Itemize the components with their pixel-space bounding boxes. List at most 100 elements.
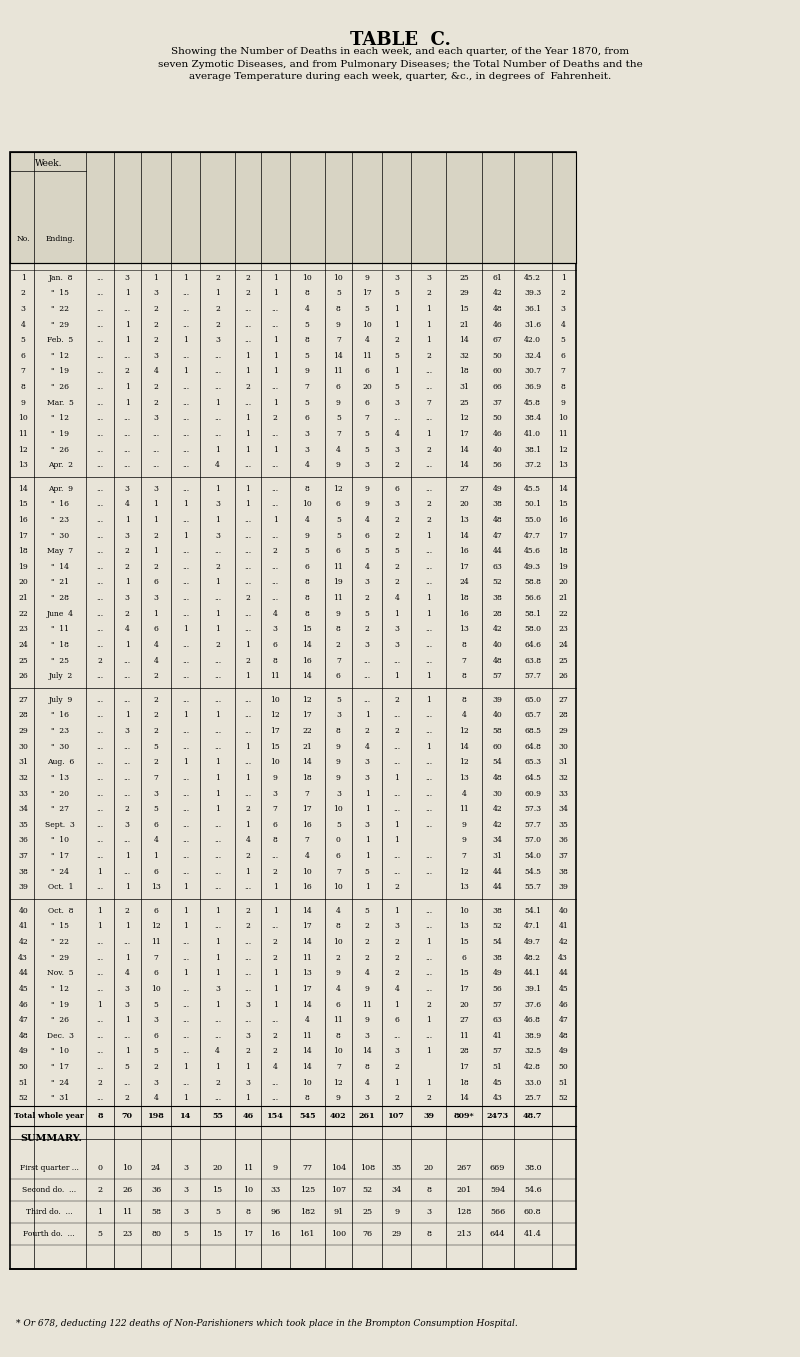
Text: Total whole year: Total whole year <box>14 1113 84 1120</box>
Text: 25: 25 <box>459 274 469 282</box>
Text: Pneumonia.: Pneumonia. <box>393 220 401 262</box>
Text: ...: ... <box>97 821 103 829</box>
Text: 37.6: 37.6 <box>524 1000 542 1008</box>
Text: 1: 1 <box>183 711 188 719</box>
Text: 1: 1 <box>215 578 220 586</box>
Text: 39: 39 <box>423 1113 434 1120</box>
Text: 2: 2 <box>336 954 341 962</box>
Text: 1: 1 <box>246 672 250 680</box>
Text: 38: 38 <box>493 501 502 509</box>
Text: 1: 1 <box>365 836 370 844</box>
Text: 46: 46 <box>242 1113 254 1120</box>
Text: 1: 1 <box>246 368 250 376</box>
Text: 14: 14 <box>459 742 469 750</box>
Text: 39: 39 <box>18 883 28 892</box>
Text: ...: ... <box>245 337 251 345</box>
Text: ...: ... <box>426 1031 432 1039</box>
Text: 1: 1 <box>246 773 250 782</box>
Text: 6: 6 <box>154 626 158 634</box>
Text: 1: 1 <box>183 923 188 931</box>
Text: 1: 1 <box>426 672 431 680</box>
Text: ...: ... <box>124 430 130 438</box>
Text: 14: 14 <box>459 1094 469 1102</box>
Text: 4: 4 <box>394 985 399 993</box>
Text: 1: 1 <box>125 1048 130 1056</box>
Text: 47: 47 <box>493 532 502 540</box>
Text: 10: 10 <box>334 274 343 282</box>
Text: 6: 6 <box>365 368 370 376</box>
Text: 1: 1 <box>183 883 188 892</box>
Text: 3: 3 <box>154 351 158 360</box>
Text: 8: 8 <box>305 578 310 586</box>
Text: 3: 3 <box>365 1094 370 1102</box>
Text: ...: ... <box>124 696 130 704</box>
Text: 2: 2 <box>215 1079 220 1087</box>
Text: ...: ... <box>364 696 370 704</box>
Text: ...: ... <box>124 461 130 470</box>
Text: 2: 2 <box>125 547 130 555</box>
Text: ...: ... <box>182 445 189 453</box>
Text: 4: 4 <box>154 1094 158 1102</box>
Text: 1: 1 <box>215 289 220 297</box>
Text: 2: 2 <box>154 727 158 735</box>
Text: ...: ... <box>272 501 278 509</box>
Text: 3: 3 <box>365 773 370 782</box>
Text: 27: 27 <box>459 1016 469 1025</box>
Text: 1: 1 <box>125 337 130 345</box>
Text: ...: ... <box>426 852 432 860</box>
Text: 7: 7 <box>365 414 370 422</box>
Text: 65.0: 65.0 <box>524 696 542 704</box>
Text: 7: 7 <box>336 337 341 345</box>
Text: 3: 3 <box>215 337 220 345</box>
Text: 10: 10 <box>302 867 312 875</box>
Text: 4: 4 <box>365 742 370 750</box>
Text: 9: 9 <box>21 399 26 407</box>
Text: "  16: " 16 <box>51 501 70 509</box>
Text: ...: ... <box>394 867 400 875</box>
Text: 44: 44 <box>18 969 28 977</box>
Text: 60.9: 60.9 <box>524 790 542 798</box>
Text: 3: 3 <box>154 790 158 798</box>
Text: ...: ... <box>272 923 278 931</box>
Text: 3: 3 <box>394 1048 399 1056</box>
Text: 54: 54 <box>493 759 502 767</box>
Text: 1: 1 <box>98 1208 102 1216</box>
Text: 67: 67 <box>493 337 502 345</box>
Text: 2: 2 <box>154 320 158 328</box>
Text: 52: 52 <box>18 1094 28 1102</box>
Text: 5: 5 <box>125 1063 130 1071</box>
Text: 76: 76 <box>362 1229 372 1238</box>
Text: 3: 3 <box>154 1079 158 1087</box>
Text: * Or 678, deducting 122 deaths of Non-Parishioners which took place in the Bromp: * Or 678, deducting 122 deaths of Non-Pa… <box>16 1319 518 1327</box>
Text: 91: 91 <box>334 1208 343 1216</box>
Text: ...: ... <box>426 790 432 798</box>
Text: 45: 45 <box>493 1079 502 1087</box>
Text: 28: 28 <box>558 711 568 719</box>
Text: 3: 3 <box>246 1079 250 1087</box>
Text: 38.9: 38.9 <box>524 1031 542 1039</box>
Text: 2: 2 <box>154 305 158 313</box>
Text: 2: 2 <box>426 501 431 509</box>
Text: ...: ... <box>97 594 103 603</box>
Text: ...: ... <box>97 969 103 977</box>
Text: 1: 1 <box>215 626 220 634</box>
Text: 17: 17 <box>18 532 28 540</box>
Text: ...: ... <box>272 594 278 603</box>
Text: 1: 1 <box>125 1016 130 1025</box>
Text: 2: 2 <box>246 852 250 860</box>
Text: 1: 1 <box>154 501 158 509</box>
Text: 58: 58 <box>493 727 502 735</box>
Text: 5: 5 <box>305 351 310 360</box>
Text: ...: ... <box>97 742 103 750</box>
Text: 2: 2 <box>426 1094 431 1102</box>
Text: 1: 1 <box>215 711 220 719</box>
Text: ...: ... <box>97 883 103 892</box>
Text: 11: 11 <box>459 805 469 813</box>
Text: 6: 6 <box>336 383 341 391</box>
Text: 37: 37 <box>558 852 568 860</box>
Text: 54.0: 54.0 <box>524 852 542 860</box>
Text: 16: 16 <box>302 821 312 829</box>
Text: 15: 15 <box>18 501 28 509</box>
Text: ...: ... <box>182 547 189 555</box>
Text: 18: 18 <box>459 1079 469 1087</box>
